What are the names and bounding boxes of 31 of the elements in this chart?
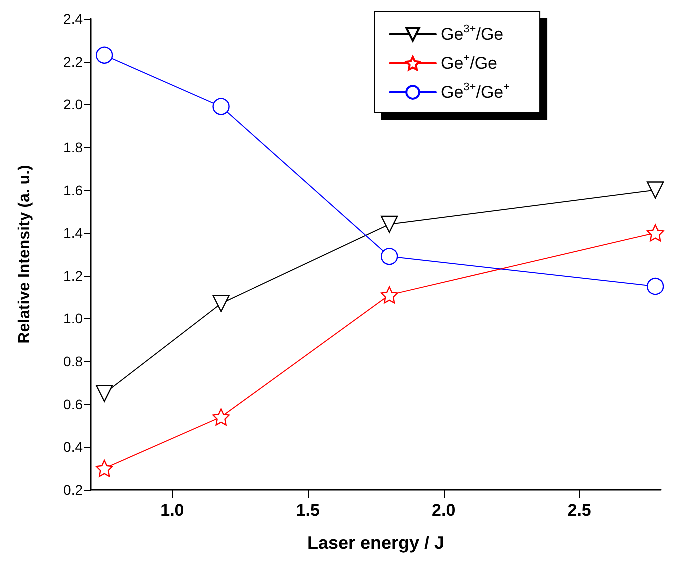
- y-tick-label: 0.6: [64, 396, 84, 412]
- y-tick-label: 1.4: [64, 225, 84, 242]
- y-tick-label: 0.2: [64, 482, 84, 498]
- y-tick-label: 2.0: [64, 96, 84, 113]
- x-axis-title: Laser energy / J: [307, 533, 445, 553]
- point: [646, 224, 664, 242]
- y-tick-label: 1.2: [64, 268, 84, 284]
- y-tick-label: 1.6: [64, 182, 84, 198]
- point: [96, 46, 114, 64]
- point: [96, 385, 114, 402]
- point: [380, 286, 398, 304]
- point: [646, 278, 664, 296]
- y-tick-label: 2.4: [64, 11, 84, 27]
- y-tick-label: 2.2: [64, 54, 84, 70]
- legend-label: Ge+/Ge: [441, 52, 498, 73]
- point: [380, 216, 398, 234]
- y-tick-label: 0.8: [64, 354, 84, 370]
- point: [380, 248, 398, 266]
- x-tick-label: 1.5: [296, 501, 320, 520]
- y-axis-title: Relative Intensity (a. u.): [16, 165, 34, 344]
- point: [646, 182, 664, 199]
- y-tick-label: 0.4: [64, 439, 84, 456]
- point: [212, 98, 230, 116]
- x-tick-label: 2.5: [568, 501, 592, 520]
- point: [212, 408, 230, 426]
- y-tick-label: 1.8: [64, 139, 84, 156]
- point: [96, 460, 114, 478]
- x-tick-label: 2.0: [432, 501, 456, 520]
- x-tick-label: 1.0: [160, 501, 184, 520]
- point: [212, 295, 230, 312]
- y-tick-label: 1.0: [64, 310, 84, 327]
